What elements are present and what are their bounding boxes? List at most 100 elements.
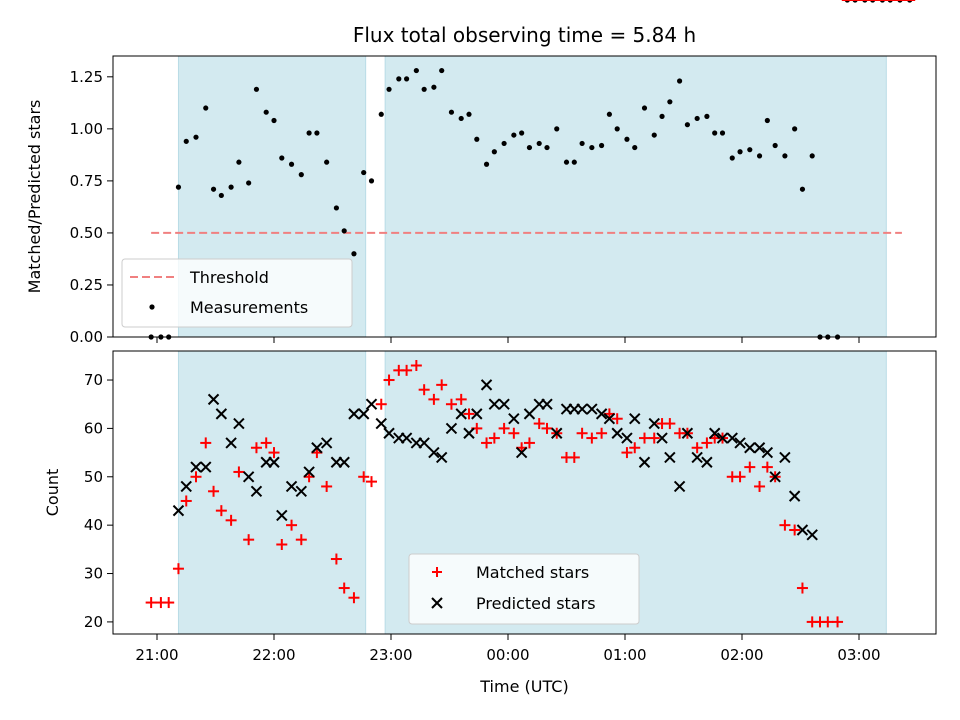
- measurement-point: [298, 172, 304, 178]
- bottom-shade-0: [177, 350, 367, 635]
- predicted-star-point: [551, 427, 563, 439]
- matched-star-point: [568, 451, 580, 463]
- predicted-star-point: [681, 427, 694, 439]
- predicted-star-point: [311, 442, 323, 454]
- measurement-point: [183, 138, 189, 144]
- measurement-point: [792, 126, 798, 132]
- measurement-point: [571, 159, 577, 165]
- top-y-tick-label: 1.25: [70, 68, 103, 86]
- measurement-point: [228, 184, 234, 190]
- bottom-y-axis-label: Count: [43, 469, 62, 517]
- x-tick-label: 00:00: [486, 646, 529, 664]
- predicted-star-point: [348, 408, 360, 420]
- predicted-star-point: [576, 403, 588, 415]
- measurement-point: [544, 144, 550, 151]
- measurement-point: [386, 86, 392, 92]
- legend-predicted-label: Predicted stars: [476, 594, 596, 613]
- predicted-star-point: [480, 379, 493, 391]
- predicted-star-point: [400, 432, 413, 444]
- matched-star-point: [180, 495, 192, 507]
- measurement-point: [324, 159, 330, 165]
- measurement-point: [651, 132, 657, 138]
- measurement-point: [279, 155, 285, 161]
- predicted-star-point: [276, 509, 288, 522]
- measurement-point: [396, 76, 402, 82]
- predicted-star-point: [716, 432, 729, 444]
- predicted-star-point: [172, 504, 185, 517]
- matched-star-point: [779, 519, 791, 531]
- measurement-point: [719, 130, 726, 136]
- matched-star-point: [734, 471, 746, 483]
- measurement-point: [218, 192, 224, 199]
- legend-measurements-label: Measurements: [190, 298, 308, 317]
- matched-star-point: [321, 480, 333, 492]
- matched-star-point: [200, 437, 212, 449]
- matched-star-point: [533, 418, 545, 430]
- measurement-point: [614, 126, 620, 132]
- predicted-star-point: [435, 451, 448, 464]
- measurement-point: [737, 149, 743, 155]
- measurement-point: [491, 149, 497, 155]
- measurement-point: [799, 186, 806, 192]
- matched-star-point: [586, 432, 598, 444]
- predicted-star-point: [541, 398, 553, 410]
- predicted-star-point: [796, 524, 809, 536]
- predicted-star-point: [726, 432, 738, 444]
- matched-star-point: [664, 418, 676, 430]
- top-legend: Threshold Measurements: [121, 258, 353, 328]
- predicted-star-point: [523, 408, 536, 420]
- matched-star-point: [358, 471, 370, 483]
- measurement-point: [306, 130, 312, 136]
- predicted-star-point: [190, 461, 202, 473]
- predicted-star-point: [708, 427, 721, 439]
- matched-star-point: [276, 539, 288, 551]
- matched-star-point: [611, 413, 623, 425]
- matched-star-point: [348, 592, 360, 604]
- measurement-point: [712, 130, 718, 136]
- matched-star-point: [418, 384, 430, 396]
- measurement-point: [511, 132, 517, 138]
- x-tick-label: 23:00: [369, 646, 412, 664]
- predicted-star-point: [595, 408, 608, 420]
- matched-star-point: [268, 447, 280, 459]
- measurement-point: [193, 134, 199, 140]
- predicted-star-point: [357, 408, 370, 420]
- bottom-y-tick-label: 70: [84, 371, 103, 389]
- measurement-point: [632, 144, 638, 151]
- matched-star-point: [190, 471, 202, 483]
- matched-star-point: [145, 597, 157, 609]
- bottom-plot-frame: [112, 350, 937, 635]
- bottom-y-tick-label: 60: [84, 419, 103, 437]
- matched-star-point: [338, 582, 350, 594]
- measurement-point: [729, 155, 735, 161]
- predicted-star-point: [295, 485, 308, 497]
- predicted-star-point: [233, 417, 245, 430]
- matched-star-point: [796, 582, 808, 594]
- predicted-star-point: [488, 398, 501, 410]
- matched-star-point: [596, 427, 608, 439]
- predicted-star-point: [338, 456, 350, 468]
- predicted-star-point: [445, 422, 458, 435]
- top-y-tick-label: 0.50: [70, 224, 103, 242]
- measurement-point: [368, 178, 375, 184]
- top-y-tick-label: 0.75: [70, 172, 103, 190]
- bottom-y-tick-label: 50: [84, 468, 103, 486]
- predicted-star-point: [498, 398, 510, 410]
- measurement-point: [404, 76, 410, 82]
- matched-star-point: [832, 616, 844, 628]
- measurement-point: [659, 113, 665, 119]
- measurement-point: [421, 86, 427, 92]
- predicted-star-point: [753, 442, 766, 454]
- measurement-point: [519, 130, 525, 136]
- matched-star-point: [523, 437, 535, 449]
- legend-threshold-label: Threshold: [189, 268, 269, 287]
- legend-measurements-swatch: [149, 304, 155, 310]
- predicted-star-point: [629, 413, 641, 425]
- top-shade-1: [384, 55, 887, 338]
- predicted-star-point: [779, 451, 791, 464]
- bottom-y-ticks: 20 30 40 50 60 70: [84, 371, 113, 631]
- matched-star-point: [401, 364, 413, 376]
- predicted-star-point: [455, 408, 467, 420]
- measurement-point: [684, 122, 691, 128]
- matched-star-point: [498, 422, 510, 434]
